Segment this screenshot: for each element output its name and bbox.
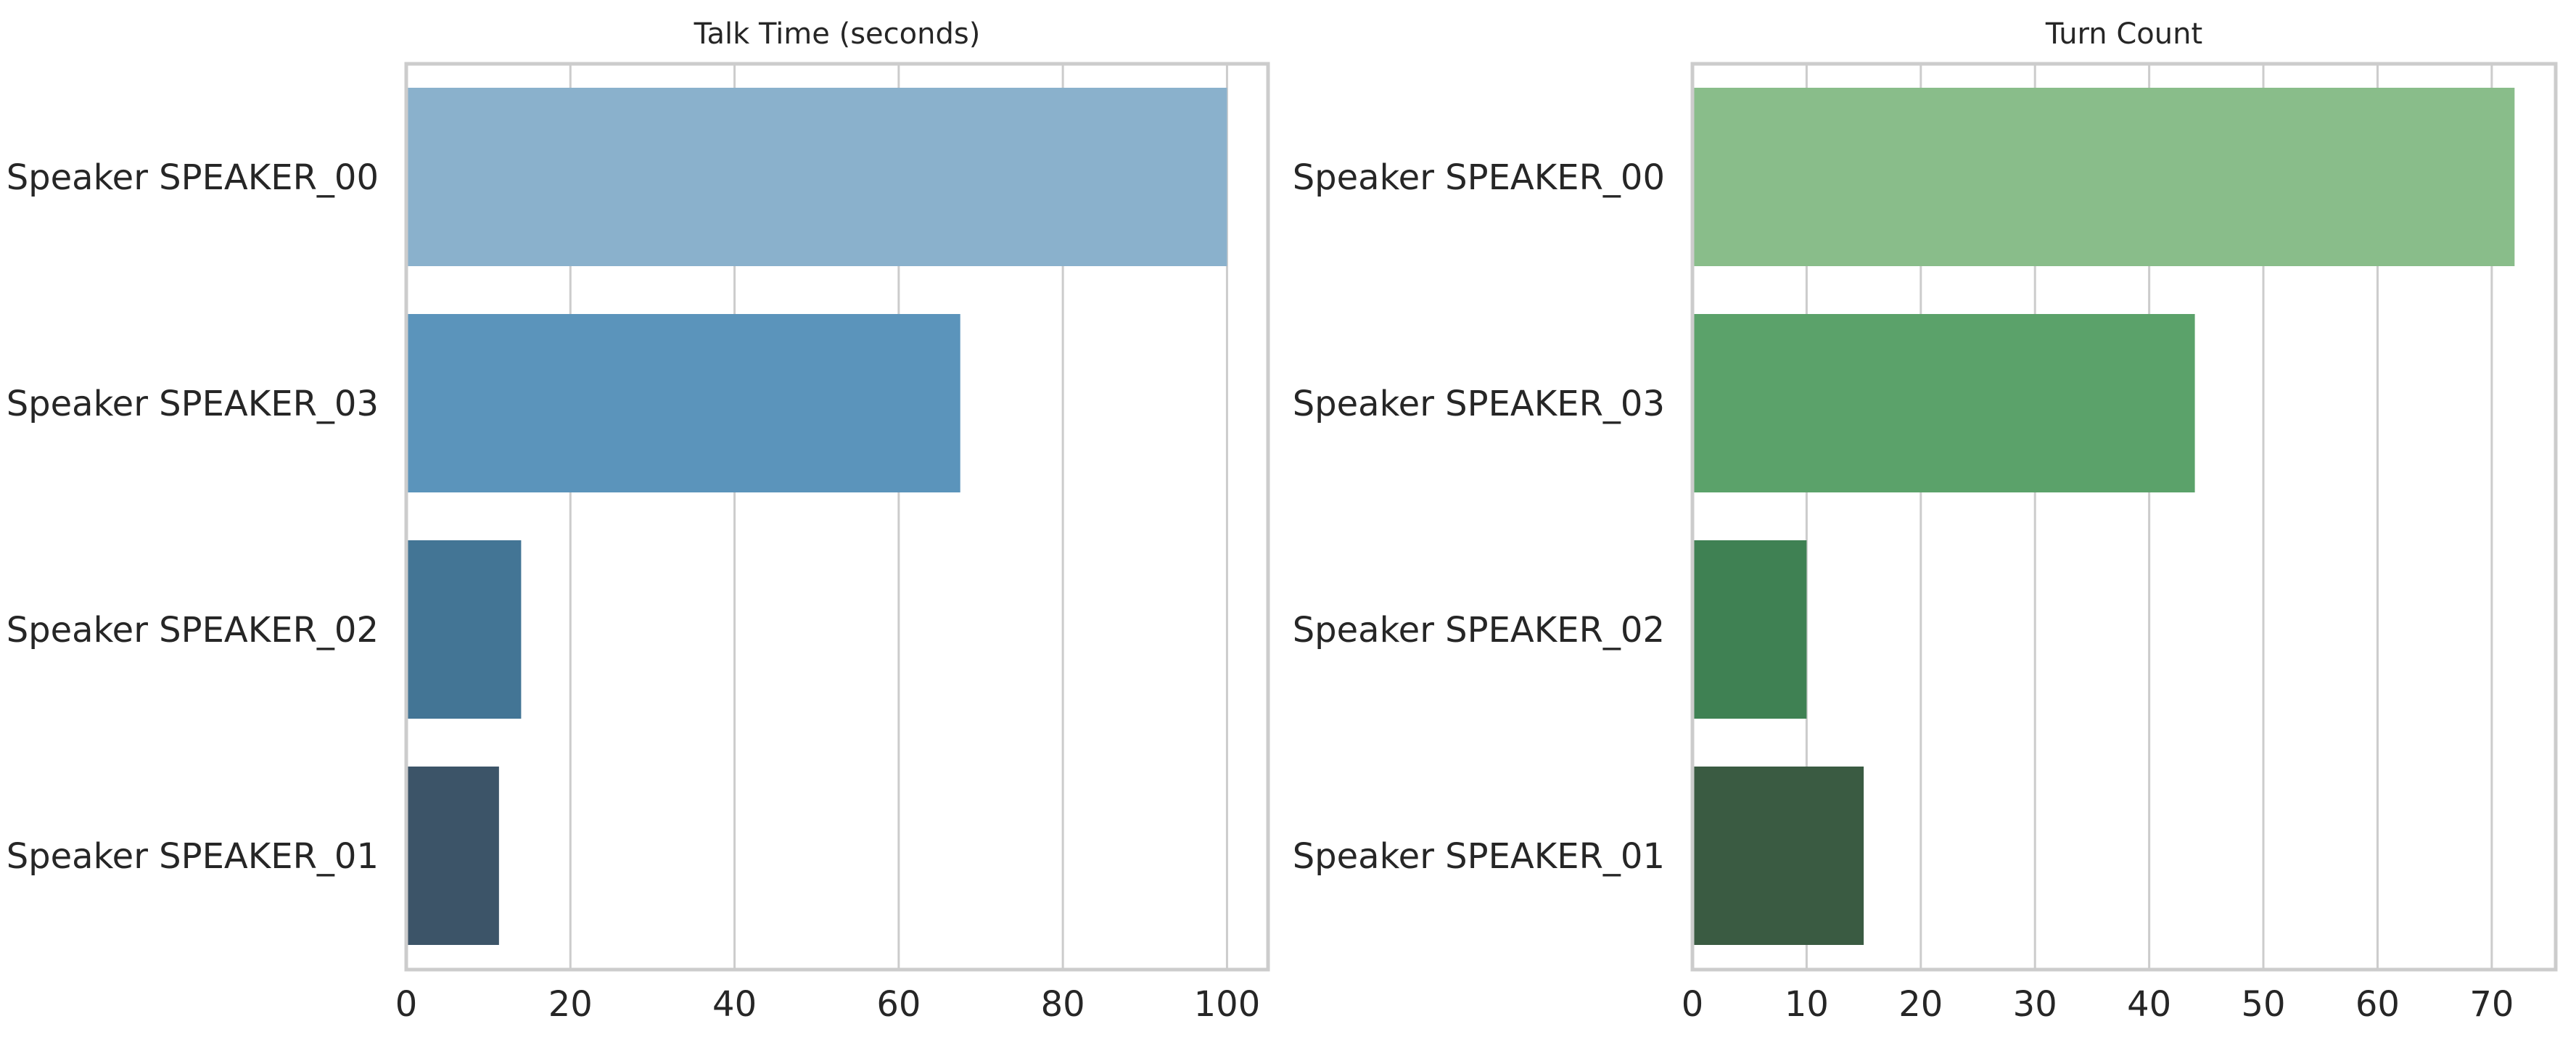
chart-title: Talk Time (seconds) — [694, 17, 981, 51]
talk-time-chart: Talk Time (seconds) Speaker SPEAKER_00 Spe… — [7, 17, 1270, 1025]
bar-speaker-speaker-01 — [406, 767, 499, 945]
y-tick-label: Speaker SPEAKER_01 — [7, 836, 379, 877]
bar-speaker-speaker-00 — [1692, 88, 2515, 266]
x-tick-label: 0 — [395, 984, 418, 1025]
bar-speaker-speaker-03 — [1692, 314, 2195, 492]
y-tick-label: Speaker SPEAKER_03 — [1293, 384, 1665, 424]
turn-count-chart: Turn Count Speaker SPEAKER_00 Speaker SPEA… — [1293, 17, 2558, 1025]
x-tick-label: 40 — [712, 984, 757, 1025]
y-tick-label: Speaker SPEAKER_03 — [7, 384, 379, 424]
x-tick-label: 100 — [1194, 984, 1261, 1025]
y-tick-label: Speaker SPEAKER_02 — [7, 610, 379, 651]
bar-speaker-speaker-02 — [1692, 540, 1807, 719]
x-tick-label: 60 — [2355, 984, 2400, 1025]
x-tick-label: 0 — [1682, 984, 1704, 1025]
x-tick-label: 50 — [2241, 984, 2285, 1025]
axes-frame — [404, 62, 1270, 972]
y-tick-label: Speaker SPEAKER_02 — [1293, 610, 1665, 651]
x-tick-label: 10 — [1785, 984, 1829, 1025]
y-tick-label: Speaker SPEAKER_00 — [1293, 157, 1665, 198]
x-tick-label: 40 — [2127, 984, 2171, 1025]
y-tick-label: Speaker SPEAKER_00 — [7, 157, 379, 198]
axes-frame — [1690, 62, 2558, 972]
x-tick-label: 30 — [2013, 984, 2057, 1025]
bar-speaker-speaker-03 — [406, 314, 960, 492]
bar-speaker-speaker-02 — [406, 540, 522, 719]
y-tick-label: Speaker SPEAKER_01 — [1293, 836, 1665, 877]
x-tick-label: 70 — [2469, 984, 2514, 1025]
x-tick-label: 20 — [1898, 984, 1943, 1025]
x-tick-label: 60 — [876, 984, 921, 1025]
chart-title: Turn Count — [2045, 17, 2202, 51]
bar-speaker-speaker-01 — [1692, 767, 1864, 945]
x-tick-label: 20 — [548, 984, 593, 1025]
bar-speaker-speaker-00 — [406, 88, 1227, 266]
x-tick-label: 80 — [1041, 984, 1085, 1025]
